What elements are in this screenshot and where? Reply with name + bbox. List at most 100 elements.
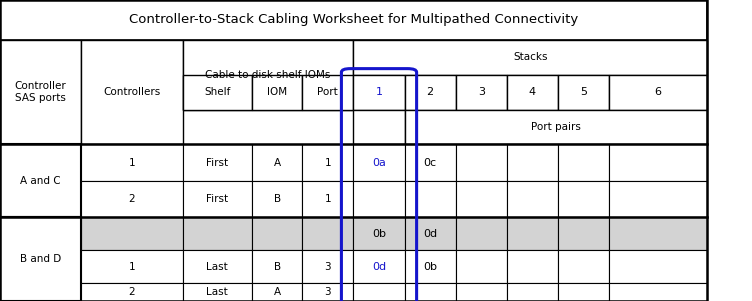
Text: 3: 3 bbox=[478, 87, 485, 97]
Bar bbox=[405, 75, 456, 110]
Bar bbox=[609, 283, 707, 301]
Bar bbox=[302, 283, 353, 301]
Bar bbox=[456, 250, 507, 283]
Bar bbox=[405, 217, 456, 250]
Bar bbox=[0, 144, 81, 217]
Text: 4: 4 bbox=[529, 87, 536, 97]
Bar bbox=[609, 144, 707, 181]
Text: A and C: A and C bbox=[20, 175, 61, 186]
Bar bbox=[81, 181, 183, 217]
Bar bbox=[81, 217, 183, 250]
Bar bbox=[405, 250, 456, 283]
Bar bbox=[558, 250, 609, 283]
Bar bbox=[507, 250, 558, 283]
Bar bbox=[353, 217, 405, 250]
Text: IOM: IOM bbox=[267, 87, 287, 97]
Bar bbox=[558, 217, 609, 250]
Bar bbox=[456, 75, 507, 110]
Bar bbox=[405, 110, 707, 144]
Bar bbox=[456, 283, 507, 301]
Text: 2: 2 bbox=[129, 194, 135, 204]
Bar bbox=[558, 75, 609, 110]
Bar bbox=[507, 181, 558, 217]
Bar bbox=[507, 283, 558, 301]
Text: 0c: 0c bbox=[423, 157, 437, 168]
Bar bbox=[507, 217, 558, 250]
Text: First: First bbox=[206, 157, 229, 168]
Text: B: B bbox=[274, 262, 280, 272]
Bar bbox=[302, 75, 353, 110]
Text: Last: Last bbox=[207, 262, 228, 272]
Bar bbox=[183, 283, 252, 301]
Bar bbox=[456, 144, 507, 181]
Text: A: A bbox=[274, 287, 280, 297]
Bar bbox=[252, 75, 302, 110]
Bar bbox=[183, 250, 252, 283]
Text: Shelf: Shelf bbox=[204, 87, 231, 97]
Bar bbox=[252, 181, 302, 217]
Bar bbox=[81, 40, 183, 144]
Text: Controllers: Controllers bbox=[103, 87, 161, 97]
Text: Port: Port bbox=[317, 87, 338, 97]
Text: Cable to disk shelf IOMs: Cable to disk shelf IOMs bbox=[205, 70, 331, 80]
Bar bbox=[507, 75, 558, 110]
Bar bbox=[0, 217, 81, 301]
Bar bbox=[609, 75, 707, 110]
Text: Last: Last bbox=[207, 287, 228, 297]
Bar bbox=[252, 283, 302, 301]
Bar bbox=[302, 250, 353, 283]
Text: 2: 2 bbox=[129, 287, 135, 297]
Bar bbox=[558, 144, 609, 181]
Bar bbox=[353, 75, 405, 110]
Text: Port pairs: Port pairs bbox=[531, 122, 581, 132]
Bar bbox=[353, 250, 405, 283]
Bar bbox=[609, 250, 707, 283]
Bar bbox=[405, 144, 456, 181]
Bar bbox=[252, 250, 302, 283]
Bar bbox=[302, 144, 353, 181]
Bar bbox=[183, 144, 252, 181]
Bar bbox=[456, 217, 507, 250]
Bar bbox=[353, 144, 405, 181]
Bar bbox=[302, 217, 353, 250]
Text: 0b: 0b bbox=[423, 262, 437, 272]
Bar bbox=[0, 0, 707, 40]
Bar bbox=[558, 181, 609, 217]
Bar bbox=[252, 217, 302, 250]
Bar bbox=[353, 40, 707, 75]
Text: 0d: 0d bbox=[423, 228, 437, 239]
Bar bbox=[609, 217, 707, 250]
Text: B and D: B and D bbox=[20, 254, 61, 264]
Text: 2: 2 bbox=[426, 87, 434, 97]
Bar bbox=[81, 250, 183, 283]
Text: 0d: 0d bbox=[372, 262, 386, 272]
Text: 3: 3 bbox=[325, 262, 331, 272]
Text: Stacks: Stacks bbox=[513, 52, 547, 62]
Bar bbox=[507, 144, 558, 181]
Text: 6: 6 bbox=[654, 87, 662, 97]
Bar bbox=[183, 40, 353, 110]
Text: B: B bbox=[274, 194, 280, 204]
Text: 3: 3 bbox=[325, 287, 331, 297]
Bar bbox=[456, 181, 507, 217]
Bar bbox=[609, 181, 707, 217]
Text: Controller
SAS ports: Controller SAS ports bbox=[15, 81, 66, 103]
Bar bbox=[302, 181, 353, 217]
Text: 1: 1 bbox=[325, 157, 331, 168]
Bar bbox=[405, 181, 456, 217]
Text: A: A bbox=[274, 157, 280, 168]
Bar bbox=[353, 110, 405, 144]
Text: 1: 1 bbox=[325, 194, 331, 204]
Bar bbox=[183, 75, 252, 110]
Bar bbox=[81, 283, 183, 301]
Text: 1: 1 bbox=[129, 262, 135, 272]
Bar bbox=[353, 181, 405, 217]
Bar bbox=[252, 144, 302, 181]
Bar bbox=[0, 40, 81, 144]
Bar bbox=[183, 217, 252, 250]
Bar bbox=[81, 144, 183, 181]
Bar bbox=[183, 181, 252, 217]
Text: 5: 5 bbox=[580, 87, 587, 97]
Text: Controller-to-Stack Cabling Worksheet for Multipathed Connectivity: Controller-to-Stack Cabling Worksheet fo… bbox=[129, 13, 578, 26]
Text: 1: 1 bbox=[129, 157, 135, 168]
